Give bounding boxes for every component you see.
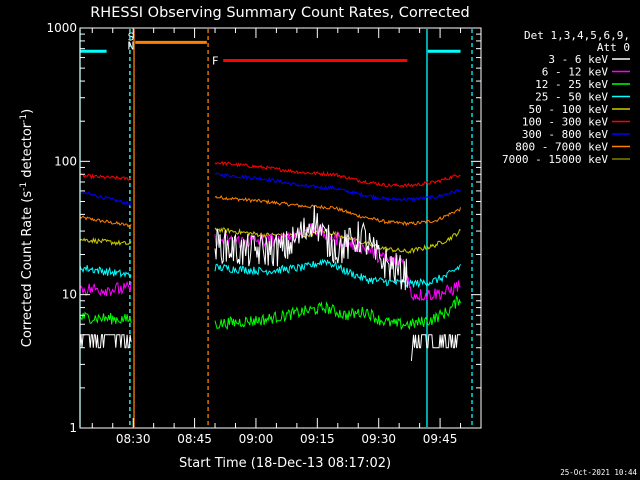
x-tick-label: 08:30 (116, 432, 151, 446)
legend-item-label: 7000 - 15000 keV (502, 153, 608, 166)
y-axis-label-sup2: -1 (19, 114, 29, 123)
series-line (79, 222, 461, 302)
chart-title: RHESSI Observing Summary Count Rates, Co… (90, 5, 470, 21)
legend-header-2: Att 0 (597, 41, 630, 54)
y-axis-label-part3: ) (20, 109, 35, 114)
y-tick-label: 100 (54, 154, 77, 168)
x-axis: 08:30 08:45 09:00 09:15 09:30 09:45 (91, 28, 482, 446)
series-line (79, 172, 461, 206)
plot-frame (79, 27, 482, 429)
legend-item-label: 12 - 25 keV (535, 78, 608, 91)
y-tick-label: 10 (62, 288, 77, 302)
series-line (79, 258, 461, 289)
legend-item-label: 3 - 6 keV (548, 53, 608, 66)
legend-item-label: 6 - 12 keV (542, 66, 609, 79)
y-axis-label-part2: detector (20, 122, 35, 182)
series-line (79, 205, 461, 362)
x-axis-label: Start Time (18-Dec-13 08:17:02) (179, 456, 391, 471)
legend-item-label: 100 - 300 keV (522, 116, 608, 129)
series-line (79, 160, 461, 188)
legend-item-label: 800 - 7000 keV (515, 141, 608, 154)
x-tick-label: 09:15 (300, 432, 335, 446)
legend-header-1: Det 1,3,4,5,6,9, (524, 29, 630, 42)
marker-label: N (128, 39, 135, 52)
x-tick-label: 09:00 (239, 432, 274, 446)
legend-item-label: 25 - 50 keV (535, 91, 608, 104)
x-tick-label: 09:45 (423, 432, 458, 446)
y-axis-label: Corrected Count Rate (s-1 detector-1) (19, 109, 35, 347)
x-tick-label: 09:30 (361, 432, 396, 446)
y-tick-label: 1 (69, 421, 77, 435)
series-line (79, 227, 461, 254)
x-tick-label: 08:45 (177, 432, 212, 446)
flag-bar-label: F (212, 55, 219, 68)
footer-timestamp: 25-Oct-2021 10:44 (560, 468, 637, 477)
y-axis: 1 10 100 1000 (46, 21, 481, 435)
marker-label: S (128, 31, 135, 44)
y-axis-label-sup1: -1 (19, 182, 29, 191)
series-line (79, 295, 461, 331)
y-tick-label: 1000 (46, 21, 77, 35)
legend-item-label: 300 - 800 keV (522, 128, 608, 141)
legend-item-label: 50 - 100 keV (529, 103, 609, 116)
plot-marks: SN F (79, 29, 473, 427)
series-line (79, 194, 461, 228)
y-axis-label-part1: Corrected Count Rate (s (20, 191, 35, 348)
